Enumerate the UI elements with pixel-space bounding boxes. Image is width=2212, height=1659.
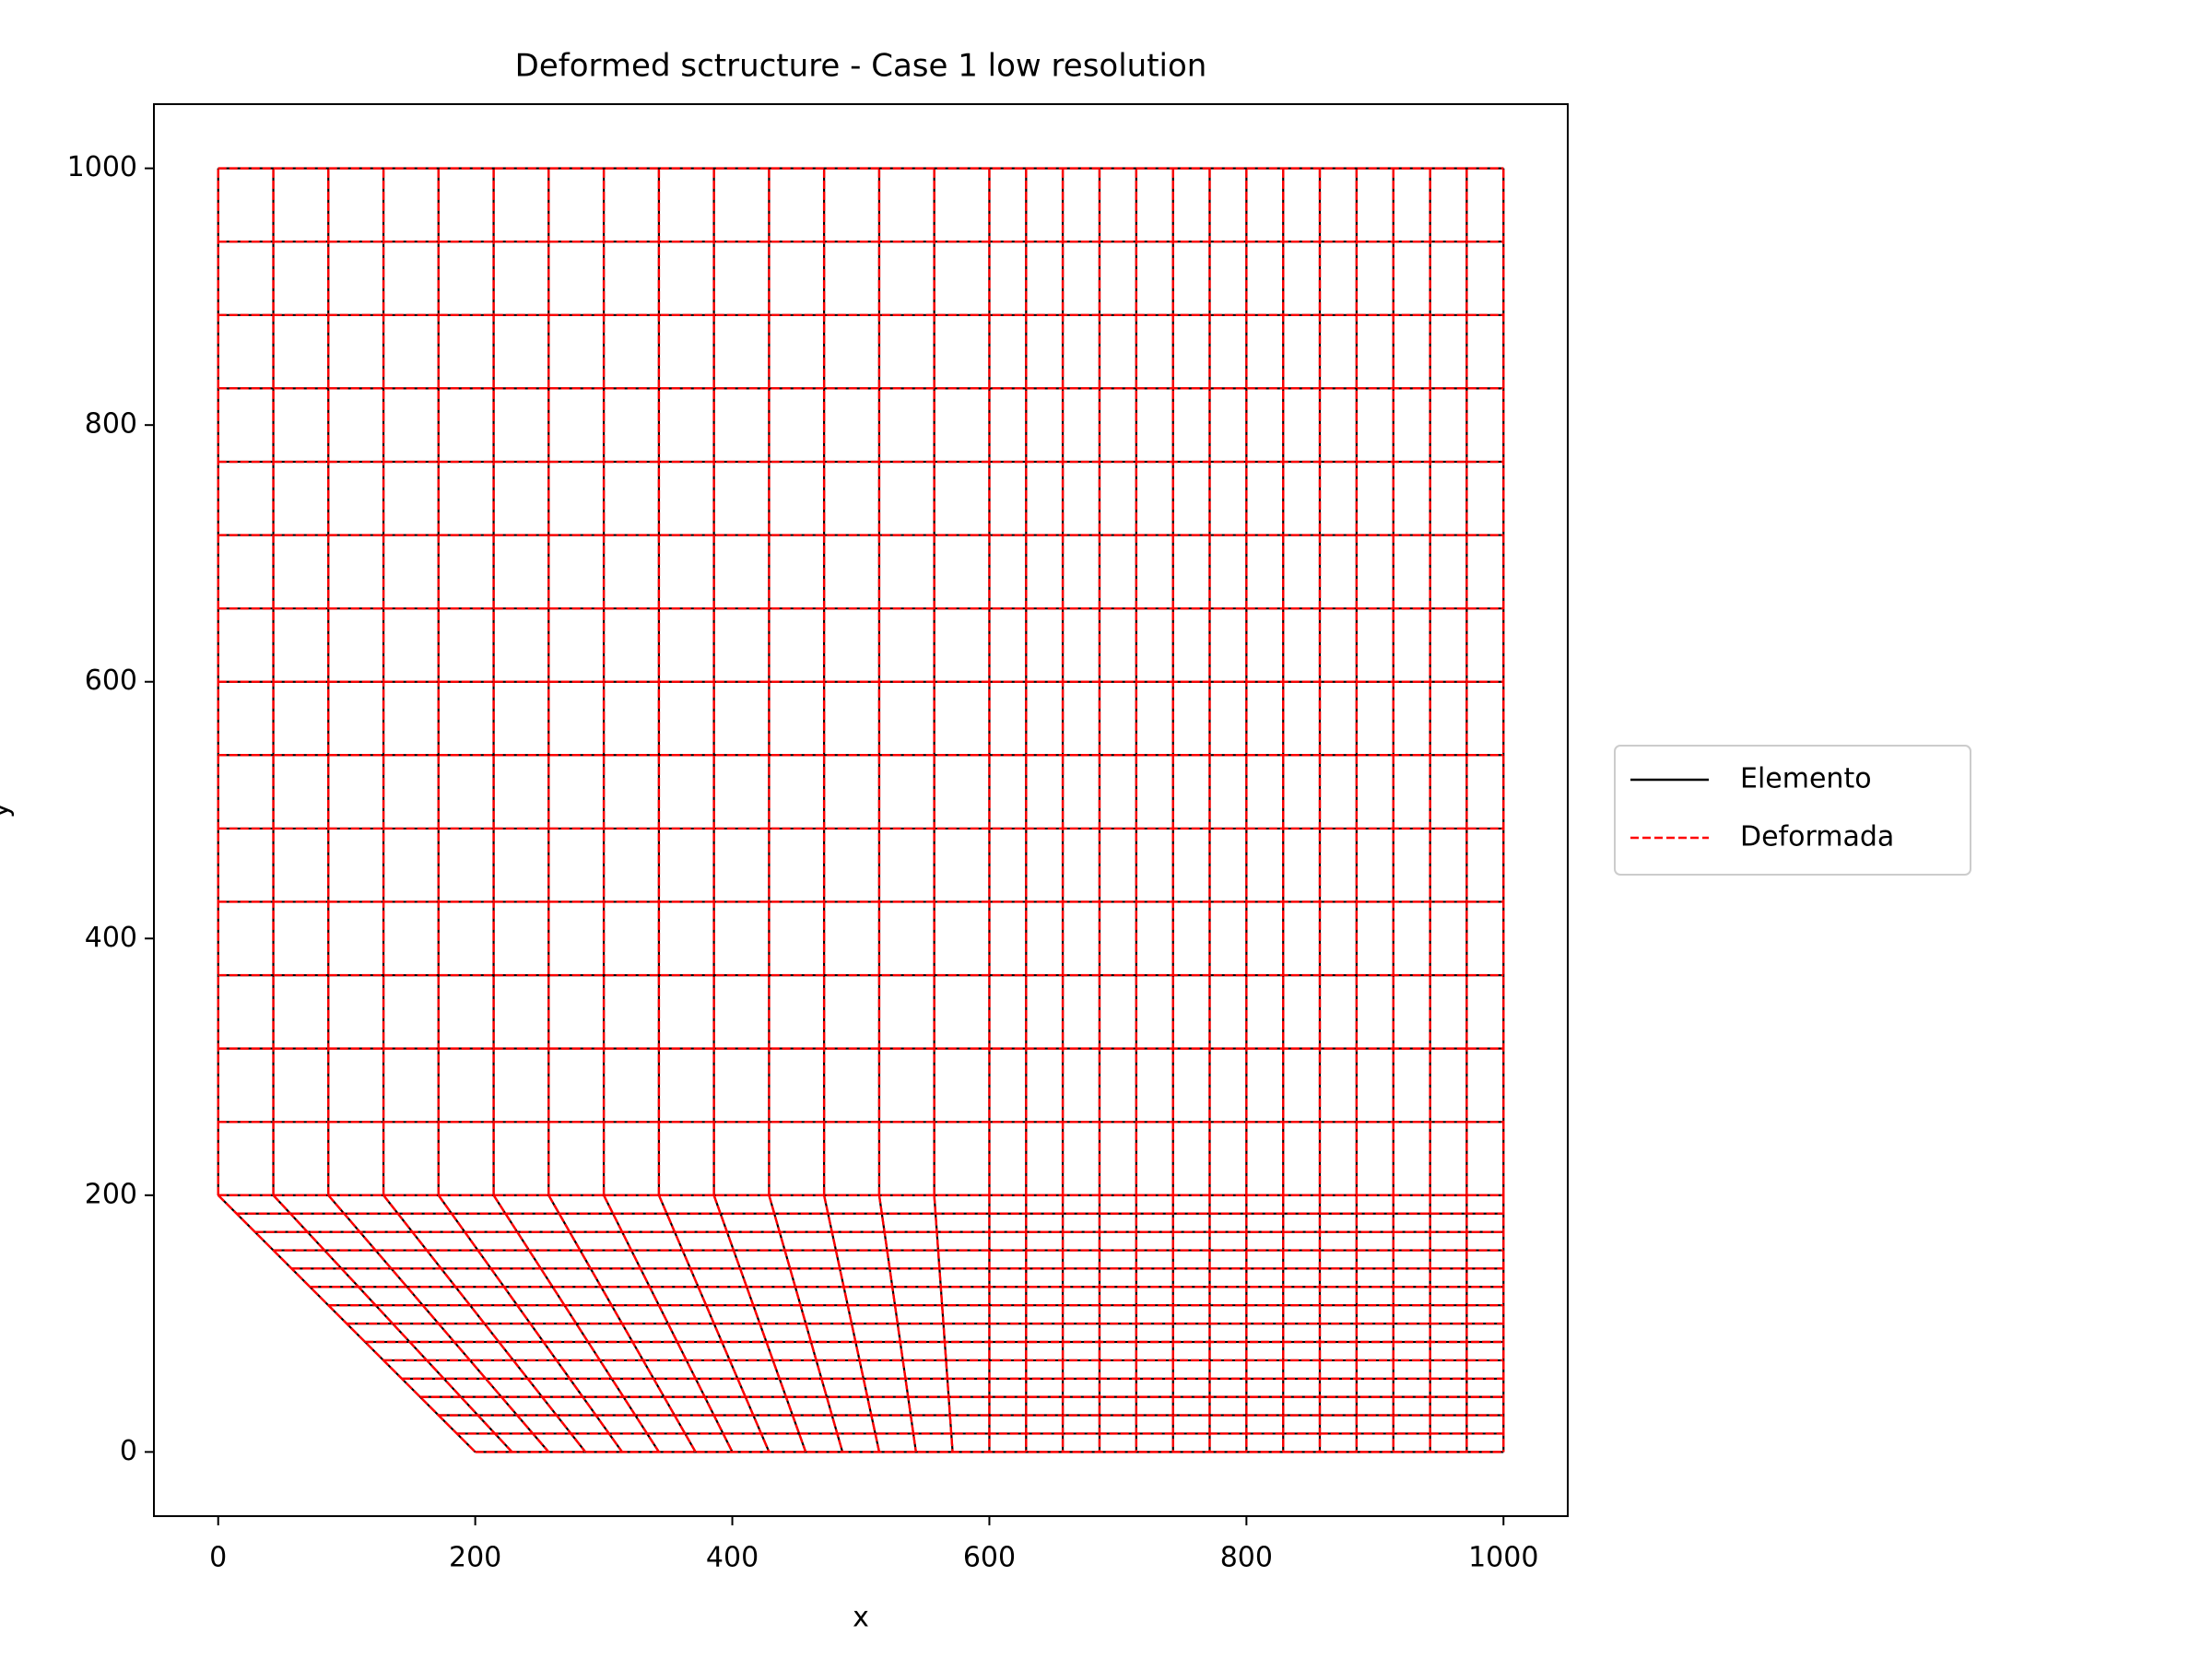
x-tick-label: 800: [1220, 1542, 1273, 1574]
legend-label: Deformada: [1740, 821, 1894, 853]
y-tick-label: 200: [85, 1178, 137, 1210]
legend-box: [1614, 745, 1971, 876]
y-tick-label: 1000: [67, 151, 137, 183]
chart-title: Deformed sctructure - Case 1 low resolut…: [515, 48, 1207, 85]
plot-frame: [153, 103, 1569, 1517]
y-tick-label: 0: [120, 1435, 137, 1467]
x-tick-label: 600: [963, 1542, 1016, 1574]
mesh-edge: [933, 1194, 954, 1453]
mesh-edge: [547, 1194, 697, 1453]
mesh-edge: [877, 1194, 918, 1453]
y-tick-label: 400: [85, 922, 137, 954]
x-tick-label: 1000: [1468, 1542, 1538, 1574]
x-axis-label: x: [853, 1602, 869, 1634]
x-tick-label: 400: [706, 1542, 759, 1574]
y-tick-label: 800: [85, 408, 137, 441]
mesh-edge: [382, 1194, 587, 1453]
mesh-edge: [272, 1194, 513, 1453]
legend-label: Elemento: [1740, 763, 1872, 795]
mesh-edge: [603, 1194, 734, 1453]
x-tick-label: 200: [449, 1542, 501, 1574]
y-axis-label: y: [0, 802, 16, 818]
x-tick-label: 0: [209, 1542, 227, 1574]
mesh-edge: [492, 1194, 660, 1453]
y-tick-label: 600: [85, 665, 137, 697]
